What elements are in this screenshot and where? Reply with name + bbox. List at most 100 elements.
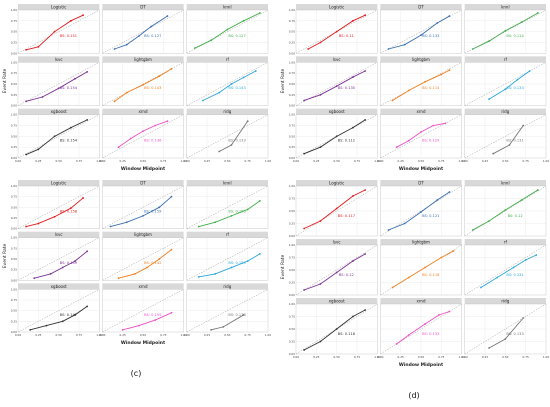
data-point xyxy=(504,209,507,211)
reference-diagonal xyxy=(102,289,184,333)
data-point xyxy=(57,87,60,90)
brier-score-label: BS: 0.114 xyxy=(422,86,440,90)
data-point xyxy=(520,199,523,201)
data-point xyxy=(242,76,245,79)
x-axis-title: Window Midpoint xyxy=(399,166,444,172)
data-point xyxy=(512,266,515,269)
data-point xyxy=(202,99,204,102)
data-point xyxy=(218,150,221,153)
reference-diagonal xyxy=(186,62,269,106)
data-point xyxy=(335,85,338,88)
facet-strip xyxy=(464,108,546,115)
data-point xyxy=(364,14,367,17)
facet-title: Logistic xyxy=(329,5,344,10)
x-tick-label: 0.75 xyxy=(438,159,444,163)
data-point xyxy=(436,22,439,24)
y-tick-label: 0.50 xyxy=(289,268,295,272)
data-point xyxy=(488,98,490,101)
y-tick-label: 1.00 xyxy=(11,8,17,12)
reference-diagonal xyxy=(464,303,547,355)
data-point xyxy=(335,135,338,138)
facet-DT: DT BS: 0.121 xyxy=(380,180,462,237)
x-tick-label: 0.25 xyxy=(482,159,488,163)
x-tick-label: 0.25 xyxy=(313,355,319,359)
facet-strip xyxy=(102,180,184,186)
data-point xyxy=(420,131,422,133)
x-tick-label: 0.25 xyxy=(204,333,210,337)
y-tick-label: 0.50 xyxy=(289,30,295,34)
facet-lsvc: lsvc BS: 0.149 0.00 0.25 0.50 0.75 1.00 xyxy=(11,231,100,282)
facet-title: DT xyxy=(418,181,424,186)
x-tick-label: 1.00 xyxy=(374,355,380,359)
reference-diagonal xyxy=(186,9,269,54)
data-point xyxy=(86,250,89,253)
y-axis-title: Event Rate xyxy=(2,243,8,268)
data-point xyxy=(391,99,394,102)
x-tick-label: 0.00 xyxy=(99,333,105,337)
y-tick-label: 1.00 xyxy=(289,113,295,117)
data-point xyxy=(440,256,443,259)
data-point xyxy=(109,225,112,228)
y-tick-label: 0.75 xyxy=(289,197,295,201)
data-point xyxy=(129,137,132,140)
facet-title: lightgbm xyxy=(412,57,430,62)
data-point xyxy=(214,221,217,224)
data-point xyxy=(508,144,511,146)
data-point xyxy=(230,144,233,146)
data-point xyxy=(352,126,354,129)
facet-knnl: knnl BS: 0.12 xyxy=(464,180,547,237)
x-tick-label: 0.75 xyxy=(354,355,360,359)
brier-score-label: BS: 0.155 xyxy=(228,209,245,213)
x-tick-label: 0.00 xyxy=(462,355,468,359)
facet-strip xyxy=(186,56,268,63)
brier-score-label: BS: 0.129 xyxy=(422,139,440,143)
data-point xyxy=(387,48,390,50)
facet-Logistic: Logistic BS: 0.11 0.00 0.25 0.50 0.75 1.00 xyxy=(289,4,378,55)
facet-rf: rf BS: 0.155 xyxy=(186,231,269,281)
y-tick-label: 0.25 xyxy=(11,268,17,272)
x-tick-label: 0.00 xyxy=(462,159,468,163)
y-tick-label: 0.50 xyxy=(289,82,295,86)
x-tick-label: 0.25 xyxy=(120,159,126,163)
x-tick-label: 1.00 xyxy=(96,159,102,163)
y-tick-label: 0.75 xyxy=(289,19,295,23)
data-point xyxy=(303,152,306,155)
calibration-grid-2: Event Rate Window Midpoint Logistic BS: 0.1… xyxy=(2,180,271,346)
facet-title: knnl xyxy=(223,181,232,186)
data-point xyxy=(53,135,56,138)
facet-title: Logistic xyxy=(329,181,344,186)
brier-score-label: BS: 0.173 xyxy=(228,313,245,317)
facet-strip xyxy=(18,56,100,63)
data-point xyxy=(335,207,338,210)
facet-title: rf xyxy=(504,240,508,245)
data-point xyxy=(335,271,338,274)
facet-strip xyxy=(296,180,378,186)
data-point xyxy=(37,45,40,48)
facet-strip xyxy=(102,283,184,290)
data-point xyxy=(488,220,490,222)
panel-label: (c) xyxy=(131,369,142,378)
brier-score-label: BS: 0.11 xyxy=(339,34,354,38)
facet-strip xyxy=(186,4,268,10)
facet-strip xyxy=(296,298,378,304)
reference-diagonal xyxy=(295,185,378,237)
y-tick-label: 1.00 xyxy=(11,184,17,188)
x-tick-label: 1.00 xyxy=(543,159,549,163)
facet-Logistic: Logistic BS: 0.158 0.00 0.25 0.50 0.75 1.00 xyxy=(11,180,100,231)
data-point xyxy=(387,229,390,231)
data-point xyxy=(142,83,144,86)
y-tick-label: 0.00 xyxy=(289,156,295,160)
data-point xyxy=(138,35,140,37)
data-point xyxy=(448,310,451,313)
facet-strip xyxy=(102,108,184,115)
facet-strip xyxy=(464,239,546,245)
data-point xyxy=(528,70,531,72)
reference-diagonal xyxy=(464,244,547,296)
x-tick-label: 0.50 xyxy=(140,333,146,337)
facet-title: knnl xyxy=(501,5,510,10)
data-point xyxy=(407,334,410,336)
reference-diagonal xyxy=(17,9,100,54)
facet-strip xyxy=(380,4,462,10)
reference-diagonal xyxy=(186,237,269,281)
